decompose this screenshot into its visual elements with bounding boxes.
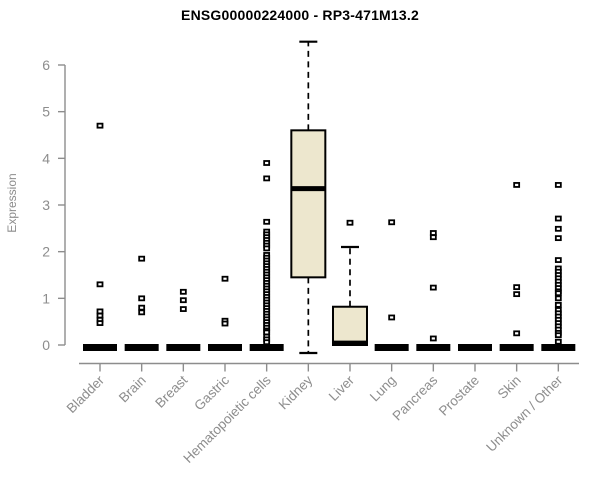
- outlier-point: [179, 306, 187, 312]
- y-tick-label: 2: [42, 244, 50, 260]
- x-tick-label: Brain: [116, 373, 149, 406]
- outlier-point: [138, 309, 146, 316]
- zero-box: [416, 344, 451, 351]
- y-tick-label: 4: [42, 150, 50, 166]
- outlier-point: [263, 218, 271, 225]
- box: [331, 305, 368, 347]
- zero-box: [499, 344, 534, 351]
- outlier-point: [554, 225, 562, 232]
- outlier-point: [554, 301, 562, 308]
- outlier-point: [388, 219, 396, 226]
- x-tick-label: Lung: [367, 373, 399, 405]
- outlier-point: [138, 255, 146, 262]
- outlier-point: [513, 330, 521, 337]
- outlier-point: [96, 281, 104, 288]
- x-tick-label: Gastric: [191, 372, 232, 413]
- outlier-point: [429, 234, 437, 241]
- outlier-point: [554, 215, 562, 222]
- y-tick-label: 6: [42, 57, 50, 73]
- x-tick-label: Kidney: [276, 372, 316, 412]
- outlier-point: [513, 284, 521, 291]
- x-tick-label: Prostate: [436, 373, 482, 419]
- zero-box: [457, 344, 492, 351]
- zero-box: [374, 344, 409, 351]
- outlier-point: [513, 182, 521, 188]
- outlier-point: [554, 290, 562, 297]
- outlier-point: [346, 219, 354, 226]
- outlier-point: [96, 320, 104, 326]
- outlier-point: [554, 332, 562, 339]
- chart-title: ENSG00000224000 - RP3-471M13.2: [181, 7, 419, 23]
- zero-box: [124, 344, 159, 351]
- zero-box: [83, 344, 117, 351]
- y-tick-label: 3: [42, 197, 50, 213]
- outlier-point: [263, 339, 271, 346]
- outlier-point: [513, 291, 521, 298]
- outlier-point: [554, 295, 562, 302]
- outlier-point: [429, 284, 437, 291]
- zero-box: [207, 344, 242, 351]
- x-tick-label: Bladder: [64, 372, 108, 416]
- outlier-point: [138, 295, 146, 302]
- x-tick-label: Liver: [326, 372, 358, 404]
- outlier-point: [179, 297, 187, 304]
- outlier-point: [429, 335, 437, 342]
- x-tick-label: Breast: [152, 372, 190, 410]
- zero-box: [249, 344, 284, 351]
- outlier-point: [554, 257, 562, 263]
- zero-box: [541, 344, 576, 351]
- outlier-point: [388, 314, 396, 321]
- outlier-point: [554, 182, 562, 188]
- y-tick-label: 5: [42, 104, 50, 120]
- y-tick-label: 1: [42, 290, 50, 306]
- x-tick-label: Pancreas: [390, 372, 441, 423]
- outlier-point: [96, 122, 104, 129]
- outlier-point: [263, 160, 271, 166]
- outlier-point: [138, 304, 146, 311]
- outlier-point: [221, 320, 229, 327]
- zero-box: [166, 344, 201, 351]
- outlier-point: [263, 175, 271, 182]
- outlier-point: [221, 275, 229, 282]
- outlier-point: [554, 338, 562, 345]
- x-tick-label: Unknown / Other: [483, 372, 566, 455]
- y-tick-label: 0: [42, 337, 50, 353]
- outlier-point: [263, 245, 271, 252]
- x-tick-label: Skin: [495, 373, 524, 402]
- outlier-point: [554, 235, 562, 242]
- box: [290, 129, 327, 279]
- outlier-point: [179, 288, 187, 295]
